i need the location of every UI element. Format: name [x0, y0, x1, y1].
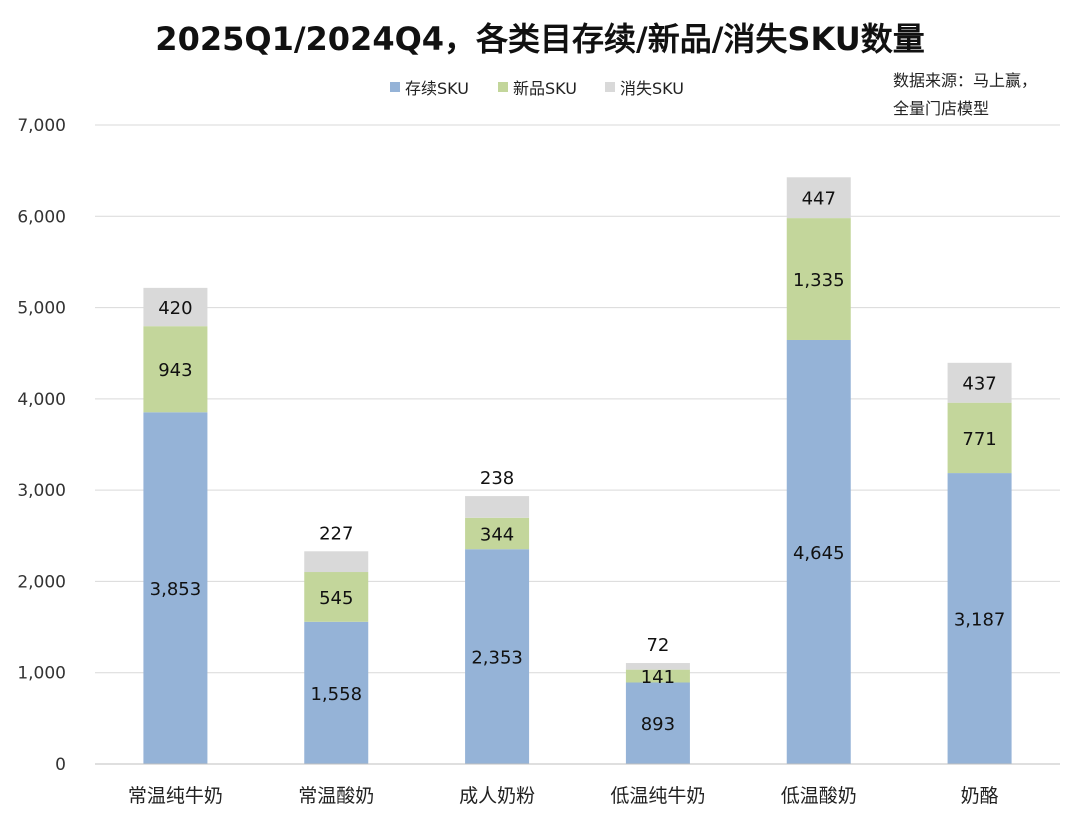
y-tick-label: 6,000	[17, 207, 66, 227]
y-axis: 0 1,000 2,000 3,000 4,000 5,000 6,000 7,000	[17, 116, 66, 775]
x-tick-label: 奶酪	[961, 785, 999, 807]
source-note-line-2: 全量门店模型	[893, 99, 989, 118]
bar-segment	[625, 669, 690, 683]
bar-segment	[465, 549, 530, 764]
legend-swatch	[390, 82, 400, 92]
bar-segment	[465, 517, 530, 550]
bar-segment	[143, 326, 208, 413]
y-tick-label: 2,000	[17, 572, 66, 592]
data-label: 2,353	[471, 648, 523, 669]
data-label: 4,645	[793, 543, 845, 564]
data-label: 447	[802, 189, 836, 210]
bar-segment	[143, 412, 208, 764]
x-tick-label: 常温纯牛奶	[128, 785, 223, 807]
data-label: 238	[480, 468, 514, 489]
bar-segment	[625, 682, 690, 764]
bar-segment	[947, 402, 1012, 474]
x-tick-label: 常温酸奶	[298, 785, 374, 807]
gridlines	[95, 124, 1060, 674]
x-axis: 常温纯牛奶 常温酸奶 成人奶粉 低温纯牛奶 低温酸奶 奶酪	[95, 763, 1060, 807]
chart-title: 2025Q1/2024Q4，各类目存续/新品/消失SKU数量	[155, 20, 924, 58]
bar-segment	[786, 339, 851, 764]
source-note-line-1: 数据来源：马上赢，	[893, 71, 1037, 90]
data-label: 545	[319, 588, 353, 609]
data-label: 893	[641, 714, 675, 735]
data-label: 1,558	[310, 684, 362, 705]
legend-label: 新品SKU	[513, 79, 577, 98]
data-label: 1,335	[793, 270, 845, 291]
data-label: 771	[962, 429, 996, 450]
legend-swatch	[498, 82, 508, 92]
bar-segment	[143, 287, 208, 327]
y-tick-label: 0	[55, 755, 66, 775]
bar-segment	[947, 473, 1012, 764]
legend-label: 消失SKU	[620, 79, 684, 98]
source-note: 数据来源：马上赢， 全量门店模型	[893, 71, 1037, 118]
bar-segment	[786, 177, 851, 219]
legend-swatch	[605, 82, 615, 92]
y-tick-label: 1,000	[17, 664, 66, 684]
bar-segment	[625, 663, 690, 670]
data-label: 420	[158, 298, 192, 319]
x-tick-label: 低温纯牛奶	[610, 785, 705, 807]
bar-segment	[304, 621, 369, 764]
bar-segment	[304, 572, 369, 622]
bars	[143, 177, 1012, 764]
x-tick-label: 低温酸奶	[781, 785, 857, 807]
data-label: 344	[480, 525, 514, 546]
legend-label: 存续SKU	[405, 79, 469, 98]
chart-legend: 存续SKU 新品SKU 消失SKU	[390, 79, 684, 98]
y-tick-label: 4,000	[17, 390, 66, 410]
data-label: 437	[962, 374, 996, 395]
data-label: 72	[646, 635, 669, 656]
bar-segment	[465, 496, 530, 518]
bar-segment	[304, 551, 369, 573]
data-labels: 3,853 943 420 1,558 545 227 2,353 344 238 893 141 7…	[150, 189, 1006, 736]
data-label: 943	[158, 360, 192, 381]
y-tick-label: 5,000	[17, 299, 66, 319]
data-label: 227	[319, 523, 353, 544]
data-label: 3,853	[150, 579, 202, 600]
y-tick-label: 3,000	[17, 481, 66, 501]
data-label: 141	[641, 667, 675, 688]
y-tick-label: 7,000	[17, 116, 66, 136]
x-tick-label: 成人奶粉	[459, 785, 535, 807]
bar-segment	[786, 218, 851, 340]
data-label: 3,187	[954, 610, 1006, 631]
bar-segment	[947, 362, 1012, 403]
